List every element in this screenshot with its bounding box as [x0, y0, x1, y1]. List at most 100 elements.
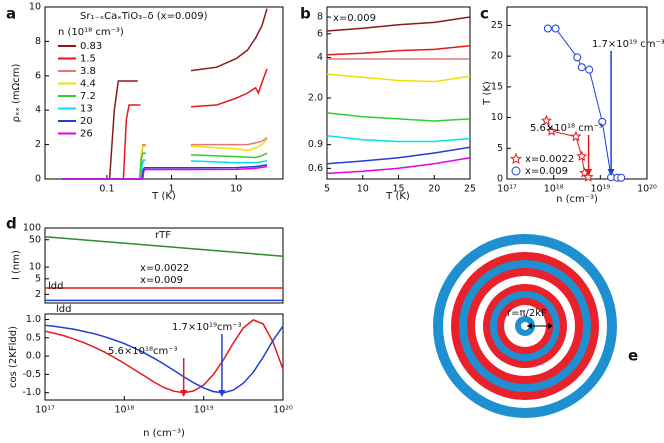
- series-line: [326, 112, 471, 122]
- series-line: [326, 44, 471, 56]
- arrow-head: [218, 390, 226, 397]
- y-tick-label: 8: [35, 36, 41, 47]
- x-tick-label: 10: [230, 184, 242, 195]
- y-tick-label: 2.0: [308, 93, 323, 104]
- annotation: x=0.009: [140, 275, 183, 286]
- annotation: 1.7×10¹⁹cm⁻³: [172, 322, 242, 333]
- x-tick-label: 10¹⁹: [194, 405, 214, 416]
- y-tick-label: 4: [317, 52, 323, 63]
- series-line: [326, 146, 471, 165]
- x-tick-label: 5: [324, 184, 330, 195]
- annotation: x=0.009: [333, 13, 376, 24]
- arrow-head: [585, 169, 593, 176]
- y-tick-label: 10: [491, 112, 503, 123]
- x-tick-label: 10¹⁸: [114, 405, 134, 416]
- series-label: ldd: [56, 304, 71, 315]
- x-tick-label: 10¹⁷: [497, 184, 517, 195]
- x-axis-label: n (cm⁻³): [556, 194, 598, 205]
- series-line: [326, 16, 471, 32]
- legend-label: 20: [80, 116, 93, 127]
- y-axis-label: T (K): [482, 81, 493, 106]
- arrow-head: [527, 323, 532, 329]
- legend-label: x=0.0022: [525, 154, 574, 165]
- panel-label: d: [6, 215, 17, 233]
- ring: [521, 322, 529, 330]
- y-tick-label: 4: [35, 105, 41, 116]
- series-line: [44, 319, 284, 394]
- x-tick-label: 20: [428, 184, 440, 195]
- x-axis-label: T (K): [151, 191, 176, 202]
- marker-circle: [617, 173, 626, 182]
- marker-circle: [585, 65, 594, 74]
- y-tick-label: 5: [35, 273, 41, 284]
- series-line: [326, 134, 471, 143]
- y-axis-label: cos (2KFldd): [8, 326, 19, 388]
- legend-label: 0.83: [80, 41, 102, 52]
- y-tick-label: 8: [317, 12, 323, 23]
- annotation: 1.7×10¹⁹ cm⁻³: [592, 39, 664, 50]
- marker-star: [582, 171, 594, 182]
- y-tick-label: 0.5: [26, 332, 41, 343]
- y-tick-label: 0.9: [308, 139, 323, 150]
- x-tick-label: 1: [169, 184, 175, 195]
- marker-circle: [577, 63, 586, 72]
- series-line: [326, 73, 471, 83]
- y-tick-label: 15: [491, 81, 503, 92]
- ring-diagram: r=π/2kF e: [433, 234, 638, 418]
- legend-label: 1.5: [80, 54, 96, 65]
- y-tick-label: 6: [35, 70, 41, 81]
- y-tick-label: 0.6: [308, 163, 323, 174]
- marker-star: [570, 130, 582, 142]
- y-tick-label: 5: [497, 143, 503, 154]
- plot-frame: [326, 6, 471, 180]
- x-tick-label: 10²⁰: [637, 184, 657, 195]
- y-tick-label: -0.5: [22, 369, 41, 380]
- y-tick-label: 25: [491, 20, 503, 31]
- y-tick-label: -1.0: [22, 387, 41, 398]
- y-tick-label: 2: [35, 289, 41, 300]
- radius-label: r=π/2kF: [507, 308, 547, 319]
- marker-star: [576, 150, 588, 161]
- x-tick-label: 10¹⁹: [590, 184, 610, 195]
- annotation: 5.6×10¹⁸cm⁻³: [108, 346, 178, 357]
- legend-label: 26: [80, 129, 93, 140]
- legend-label: 7.2: [80, 91, 96, 102]
- panel-label: c: [480, 5, 489, 23]
- x-tick-label: 15: [392, 184, 404, 195]
- x-tick-label: 10: [357, 184, 369, 195]
- series-line: [61, 137, 268, 180]
- annotation: 5.6×10¹⁸ cm⁻³: [530, 123, 603, 134]
- marker-circle: [598, 117, 607, 126]
- y-tick-label: 0: [497, 174, 503, 185]
- y-tick-label: 0: [35, 174, 41, 185]
- legend-label: 13: [80, 104, 93, 115]
- marker-star: [540, 114, 552, 126]
- y-tick-label: 6: [317, 28, 323, 39]
- y-axis-label: l (nm): [11, 250, 22, 280]
- y-tick-label: 50: [29, 234, 41, 245]
- legend-label: 3.8: [80, 66, 96, 77]
- marker-circle: [543, 24, 552, 33]
- legend-marker: [511, 166, 521, 176]
- plot-frame: [506, 6, 648, 180]
- chart-title: Sr₁₋ₓCaₓTiO₃₋δ (x=0.009): [80, 11, 208, 22]
- x-axis-label: n (cm⁻³): [143, 428, 185, 439]
- y-axis-label: ρₓₓ (mΩcm): [11, 63, 22, 122]
- series-label: ldd: [48, 281, 63, 292]
- y-tick-label: 10: [29, 262, 41, 273]
- y-tick-label: 0.0: [26, 351, 41, 362]
- legend-marker: [509, 152, 523, 165]
- plot-frame: [44, 227, 284, 304]
- x-tick-label: 10¹⁸: [544, 184, 564, 195]
- annotation: x=0.0022: [140, 263, 189, 274]
- marker-circle: [573, 53, 582, 62]
- arrow-head: [180, 390, 188, 397]
- plot-frame: [44, 6, 284, 180]
- y-tick-label: 10: [29, 2, 41, 13]
- series-line: [61, 165, 268, 180]
- plot-frame: [44, 313, 284, 401]
- panel-label: e: [628, 347, 638, 365]
- x-tick-label: 25: [464, 184, 476, 195]
- legend-label: 4.4: [80, 79, 96, 90]
